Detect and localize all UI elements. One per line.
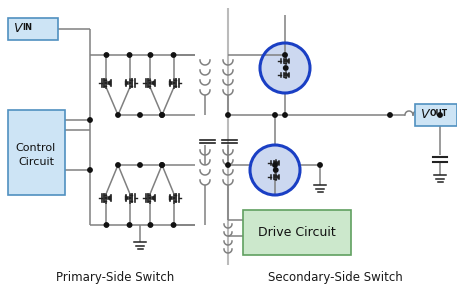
Circle shape [88,168,92,172]
Circle shape [148,223,153,227]
Text: Control: Control [16,143,56,153]
Polygon shape [287,73,289,77]
Text: OUT: OUT [430,109,448,118]
Circle shape [160,163,164,167]
Polygon shape [276,175,279,179]
Polygon shape [126,81,128,85]
Text: IN: IN [22,22,32,31]
Circle shape [138,113,142,117]
Circle shape [388,113,392,117]
Circle shape [260,43,310,93]
Circle shape [283,53,287,57]
Circle shape [128,53,132,57]
Circle shape [160,113,164,117]
Circle shape [116,113,120,117]
Polygon shape [170,196,172,200]
Circle shape [104,53,109,57]
Circle shape [226,163,230,167]
Polygon shape [152,81,154,85]
Circle shape [273,163,277,167]
Polygon shape [287,60,289,62]
Circle shape [128,223,132,227]
Circle shape [283,113,287,117]
Circle shape [104,223,109,227]
Polygon shape [170,81,172,85]
Circle shape [88,118,92,122]
Bar [8,18,58,40]
Text: $V$: $V$ [420,109,431,122]
Circle shape [148,53,153,57]
Circle shape [250,145,300,195]
Circle shape [318,163,322,167]
Text: Circuit: Circuit [18,157,54,167]
Circle shape [171,223,176,227]
Text: Secondary-Side Switch: Secondary-Side Switch [268,272,402,285]
Polygon shape [152,196,154,200]
Text: Drive Circuit: Drive Circuit [258,226,336,238]
Polygon shape [108,196,111,200]
Circle shape [171,53,176,57]
Circle shape [160,163,164,167]
Circle shape [116,163,120,167]
Polygon shape [108,81,111,85]
Polygon shape [126,196,128,200]
Bar [8,110,65,195]
Circle shape [273,113,277,117]
Circle shape [138,163,142,167]
Circle shape [438,113,442,117]
Text: Primary-Side Switch: Primary-Side Switch [56,272,174,285]
Circle shape [226,113,230,117]
Circle shape [274,168,278,172]
Circle shape [283,66,288,70]
Bar [415,104,457,126]
Text: $V$: $V$ [13,22,24,35]
Bar [243,210,351,255]
Circle shape [160,113,164,117]
Polygon shape [276,162,279,164]
